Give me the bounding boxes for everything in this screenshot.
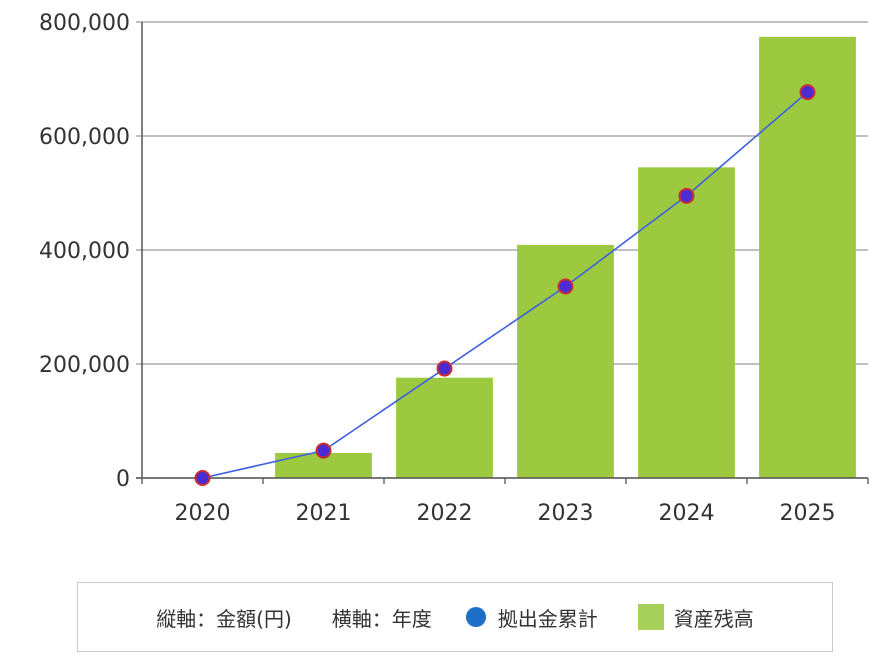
y-tick-label: 600,000 [39,125,130,150]
y-tick-label: 0 [116,467,130,492]
line-series [194,84,816,486]
axes [136,22,869,484]
x-tick-label: 2020 [175,501,231,526]
line-path [202,91,809,479]
bar [759,36,856,478]
line-point [678,187,695,204]
bar [396,377,493,478]
line-point [557,278,574,295]
line-point [436,360,453,377]
y-tick-label: 200,000 [39,353,130,378]
legend-line-label: 拠出金累計 [497,606,598,631]
legend-bar-swatch-icon [637,604,664,630]
line-point [194,470,211,486]
x-tick-label: 2024 [659,501,715,526]
x-tick-label: 2022 [417,501,473,526]
x-tick-label: 2025 [780,501,836,526]
y-tick-label: 800,000 [39,11,130,36]
legend-y-axis-note: 縦軸：金額(円) [156,606,292,631]
x-tick-label: 2021 [296,501,352,526]
bar [638,167,735,478]
y-tick-labels: 0 200,000 400,000 600,000 800,000 [39,11,130,492]
line-point [315,442,332,459]
y-tick-label: 400,000 [39,239,130,264]
legend-bar-label: 資産残高 [673,606,754,631]
line-point [799,84,816,101]
legend-line-marker-icon [465,607,486,627]
gridlines [136,21,868,479]
x-tick-labels: 2020 2021 2022 2023 2024 2025 [175,501,836,526]
legend: 縦軸：金額(円) 横軸：年度 拠出金累計 資産残高 [77,582,833,652]
legend-x-axis-note: 横軸：年度 [331,606,432,631]
x-tick-label: 2023 [538,501,594,526]
bars [275,36,856,478]
